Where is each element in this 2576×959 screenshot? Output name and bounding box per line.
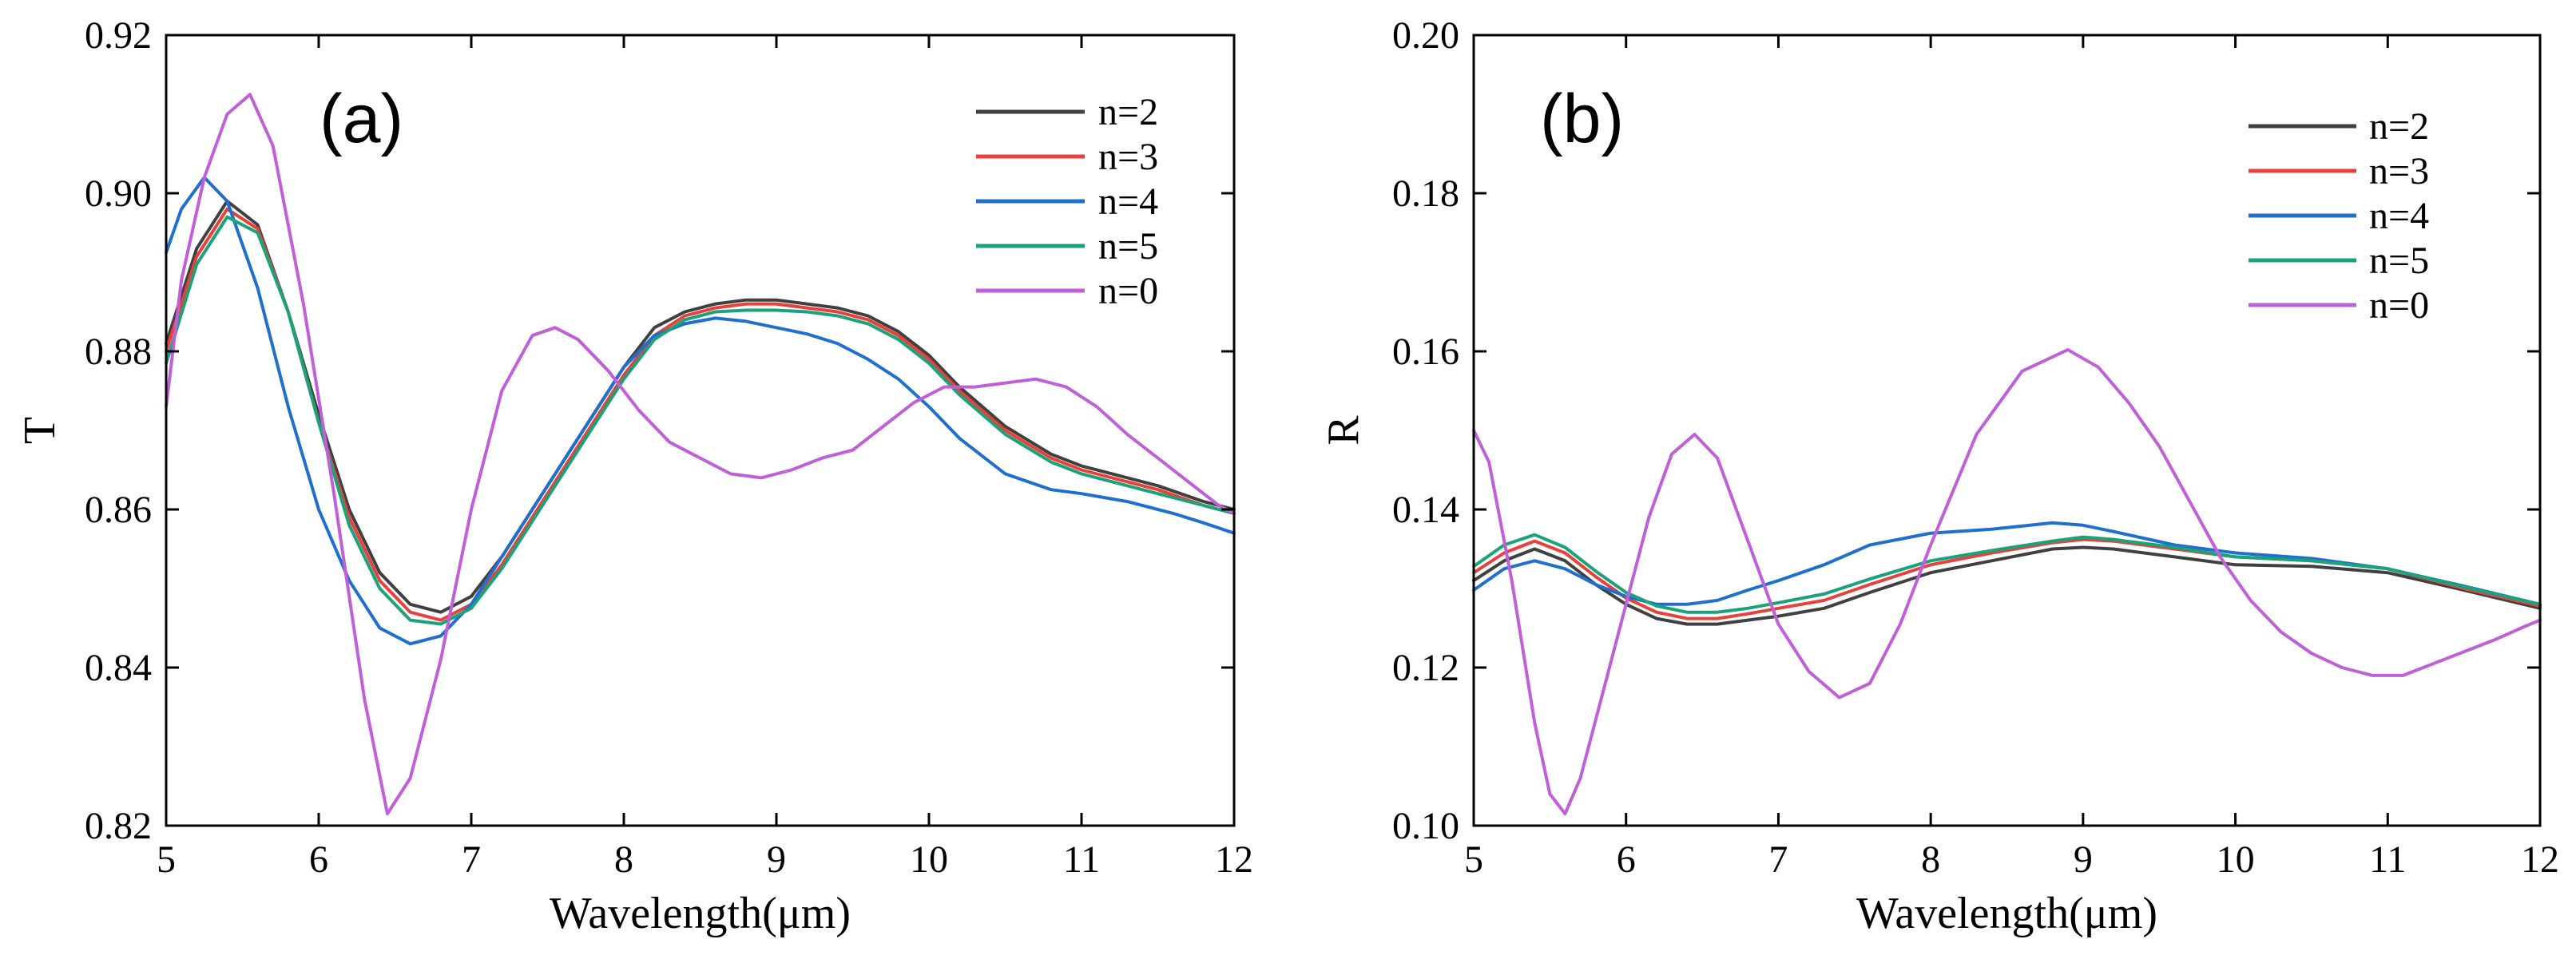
x-axis-label: Wavelength(μm) [550, 889, 851, 938]
x-tick-label: 11 [1063, 838, 1100, 881]
y-tick-label: 0.92 [85, 14, 152, 57]
y-tick-label: 0.10 [1392, 805, 1459, 847]
x-tick-label: 8 [1921, 838, 1940, 881]
y-tick-label: 0.16 [1392, 331, 1459, 373]
panel-b: 5 6 7 8 9 10 11 12 0.10 0.12 0.14 0.16 0.18 0.20 Wavel… [1319, 14, 2559, 938]
legend-entry-n=5: n=5 [2369, 240, 2429, 282]
legend: n=2n=3n=4n=5n=0 [2249, 105, 2429, 327]
series-line-n=5 [1472, 533, 2542, 614]
x-tick-label: 9 [2074, 838, 2093, 881]
y-tick-label: 0.86 [85, 489, 152, 531]
x-tick-label: 8 [614, 838, 633, 881]
series-line-n=2 [1472, 545, 2542, 626]
series-line-n=2 [165, 199, 1236, 614]
y-tick-label: 0.90 [85, 172, 152, 215]
x-tick-label: 12 [1215, 838, 1253, 881]
x-axis-label: Wavelength(μm) [1856, 889, 2157, 938]
legend-entry-n=2: n=2 [2369, 105, 2429, 148]
plot-frame [165, 34, 1236, 827]
series-line-n=4 [1472, 521, 2542, 606]
y-tick-label: 0.84 [85, 647, 152, 689]
legend-entry-n=0: n=0 [1098, 270, 1158, 312]
x-tick-label: 10 [910, 838, 948, 881]
panel-a: 5 6 7 8 9 10 11 12 0.82 0.84 0.86 0.88 0.90 0.92 Wavel… [15, 14, 1253, 938]
legend-entry-n=4: n=4 [1098, 180, 1158, 223]
legend-entry-n=5: n=5 [1098, 225, 1158, 267]
y-tick-label: 0.12 [1392, 647, 1459, 689]
y-tick-label: 0.14 [1392, 489, 1459, 531]
y-tick-label: 0.82 [85, 805, 152, 847]
legend-entry-n=2: n=2 [1098, 91, 1158, 133]
series-line-n=0 [165, 93, 1236, 816]
legend: n=2n=3n=4n=5n=0 [976, 91, 1158, 312]
x-tick-label: 10 [2217, 838, 2255, 881]
series-line-n=3 [165, 207, 1236, 622]
y-axis-label: T [15, 417, 65, 444]
panel-label: (b) [1540, 81, 1624, 157]
x-tick-label: 7 [1768, 838, 1788, 881]
panel-label: (a) [320, 81, 403, 157]
x-tick-label: 9 [767, 838, 786, 881]
legend-entry-n=0: n=0 [2369, 284, 2429, 327]
series-line-n=0 [1472, 348, 2542, 816]
y-tick-label: 0.18 [1392, 172, 1459, 215]
x-tick-label: 12 [2521, 838, 2559, 881]
legend-entry-n=4: n=4 [2369, 195, 2429, 237]
y-tick-label: 0.88 [85, 331, 152, 373]
x-tick-label: 7 [462, 838, 481, 881]
x-tick-label: 5 [1464, 838, 1483, 881]
legend-entry-n=3: n=3 [1098, 136, 1158, 178]
y-axis-label: R [1319, 415, 1368, 446]
plot-frame [1472, 34, 2542, 827]
legend-entry-n=3: n=3 [2369, 150, 2429, 192]
x-tick-label: 6 [1617, 838, 1636, 881]
x-tick-label: 6 [309, 838, 328, 881]
x-tick-label: 11 [2369, 838, 2406, 881]
x-tick-label: 5 [157, 838, 176, 881]
y-tick-label: 0.20 [1392, 14, 1459, 57]
series-line-n=5 [165, 215, 1236, 626]
